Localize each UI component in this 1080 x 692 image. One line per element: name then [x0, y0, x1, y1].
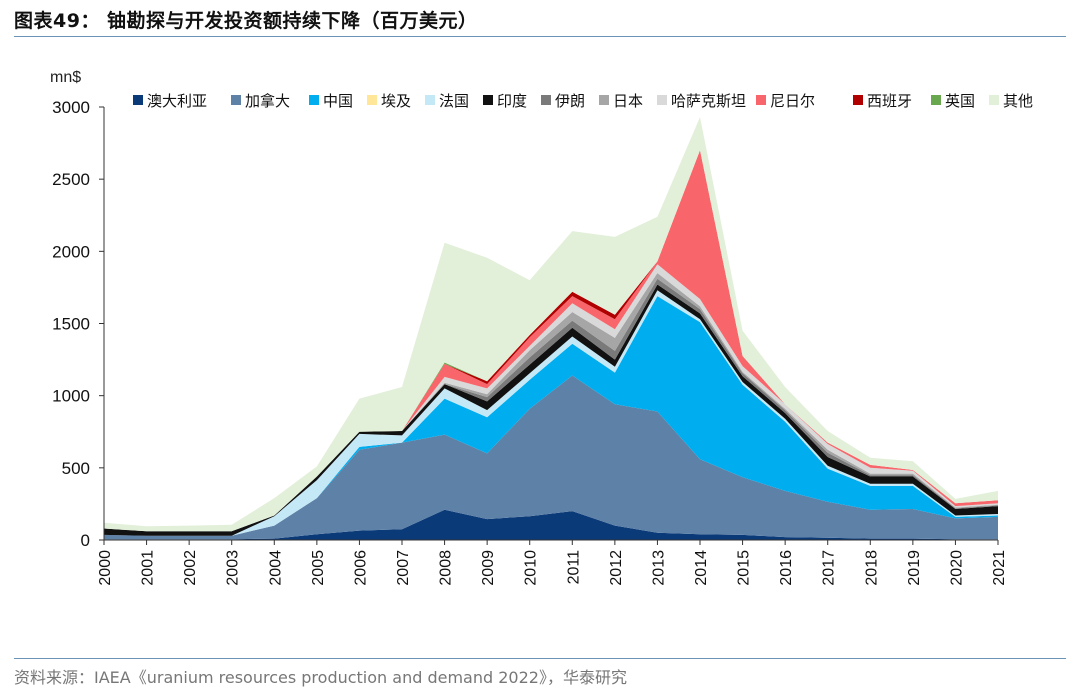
y-tick-label: 0: [81, 531, 90, 550]
x-tick-label: 2007: [395, 550, 412, 586]
series-areas: [104, 117, 998, 540]
legend-label: 印度: [497, 93, 527, 110]
legend-swatch: [931, 95, 941, 105]
legend-label: 西班牙: [867, 93, 912, 110]
legend-swatch: [483, 95, 493, 105]
area-series-2: [104, 296, 998, 536]
legend-swatch: [133, 95, 143, 105]
x-tick-label: 2014: [693, 550, 710, 586]
area-series-1: [104, 375, 998, 540]
y-tick-label: 1000: [52, 387, 90, 406]
legend-swatch: [756, 95, 766, 105]
area-series-0: [104, 509, 998, 540]
legend-swatch: [425, 95, 435, 105]
legend-swatch: [989, 95, 999, 105]
x-tick-label: 2000: [97, 550, 114, 586]
legend-label: 澳大利亚: [147, 93, 207, 110]
legend-swatch: [853, 95, 863, 105]
x-tick-label: 2010: [523, 550, 540, 586]
y-tick-label: 1500: [52, 315, 90, 334]
legend-label: 哈萨克斯坦: [671, 93, 746, 110]
figure-title: 图表49： 铀勘探与开发投资额持续下降（百万美元）: [14, 10, 478, 32]
legend-label: 其他: [1003, 93, 1033, 110]
x-tick-label: 2013: [650, 550, 667, 586]
legend-label: 中国: [323, 93, 353, 110]
legend-label: 法国: [439, 93, 469, 110]
x-tick-label: 2006: [352, 550, 369, 586]
source-divider: [14, 658, 1066, 659]
source-note: 资料来源：IAEA《uranium resources production a…: [14, 668, 627, 687]
x-tick-label: 2003: [225, 550, 242, 586]
x-tick-label: 2001: [140, 550, 157, 586]
y-tick-label: 500: [62, 459, 90, 478]
legend-swatch: [657, 95, 667, 105]
x-tick-label: 2012: [608, 550, 625, 586]
legend-label: 埃及: [381, 93, 411, 110]
x-tick-label: 2020: [948, 550, 965, 586]
legend-label: 英国: [945, 92, 975, 110]
title-divider: [14, 36, 1066, 37]
legend-swatch: [541, 95, 551, 105]
y-tick-label: 2000: [52, 242, 90, 261]
legend-label: 加拿大: [245, 92, 290, 110]
y-unit-label: mn$: [50, 69, 81, 86]
legend-label: 伊朗: [555, 93, 585, 110]
x-tick-label: 2009: [480, 550, 497, 586]
legend-swatch: [309, 95, 319, 105]
legend-swatch: [231, 95, 241, 105]
x-tick-label: 2008: [438, 550, 455, 586]
x-tick-label: 2021: [991, 550, 1008, 586]
x-tick-label: 2004: [267, 550, 284, 586]
axes: mn$ 0 500 1000 1500 2000 2500 3000 2000 2001 2002 2…: [50, 69, 1008, 586]
y-tick-label: 2500: [52, 170, 90, 189]
x-tick-label: 2018: [863, 550, 880, 586]
x-tick-label: 2005: [310, 550, 327, 586]
area-series-4: [104, 290, 998, 536]
x-tick-label: 2011: [565, 550, 582, 585]
legend-label: 尼日尔: [770, 93, 815, 110]
x-tick-label: 2019: [906, 550, 923, 586]
legend-swatch: [599, 95, 609, 105]
legend-swatch: [367, 95, 377, 105]
legend: 澳大利亚 加拿大 中国 埃及 法国 印度 伊朗 日本 哈萨克斯坦 尼日尔 西班牙 英国 其他: [133, 92, 1033, 110]
x-tick-label: 2016: [778, 550, 795, 586]
x-tick-label: 2015: [736, 550, 753, 586]
x-tick-label: 2002: [182, 550, 199, 586]
x-tick-label: 2017: [821, 550, 838, 586]
legend-label: 日本: [613, 93, 643, 110]
y-tick-label: 3000: [52, 98, 90, 117]
